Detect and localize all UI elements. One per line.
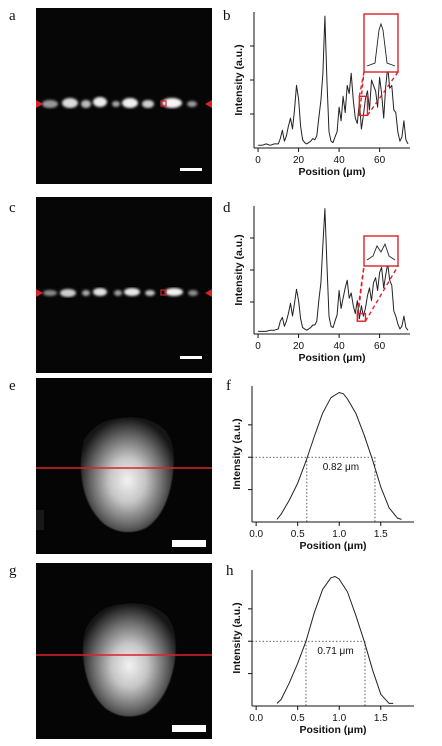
y-axis-label: Intensity (a.u.) bbox=[233, 44, 245, 115]
scale-bar bbox=[172, 540, 206, 547]
fwhm-label: 0.82 μm bbox=[323, 462, 359, 473]
zoom-connector bbox=[358, 71, 365, 116]
series-line bbox=[276, 392, 402, 520]
panel-label-g: g bbox=[9, 563, 17, 579]
panel-label-b: b bbox=[223, 8, 231, 24]
plot-b: 0 20 40 60 Position (μm) Intensity (a.u.) bbox=[233, 12, 410, 178]
cell-row bbox=[42, 97, 197, 108]
panel-label-e: e bbox=[9, 378, 16, 394]
y-axis-label: Intensity (a.u.) bbox=[231, 602, 243, 673]
x-tick-label: 40 bbox=[334, 155, 346, 166]
panel-label-a: a bbox=[9, 8, 16, 24]
x-tick-label: 40 bbox=[334, 341, 346, 352]
scale-bar bbox=[180, 356, 202, 359]
marker-arrows bbox=[36, 100, 212, 108]
x-tick-label: 60 bbox=[374, 341, 386, 352]
image-panel-g bbox=[36, 563, 212, 739]
x-axis-label: Position (μm) bbox=[299, 540, 366, 552]
y-axis-label: Intensity (a.u.) bbox=[231, 418, 243, 489]
x-tick-label: 0.5 bbox=[291, 529, 305, 540]
x-axis-label: Position (μm) bbox=[299, 724, 366, 736]
cell-row bbox=[43, 288, 198, 297]
image-panel-c bbox=[36, 197, 212, 373]
x-axis-label: Position (μm) bbox=[298, 352, 365, 364]
scale-bar bbox=[172, 725, 206, 732]
plot-d: 0 20 40 60 Position (μm) Intensity (a.u.) bbox=[233, 206, 410, 364]
x-tick-label: 1.0 bbox=[332, 529, 346, 540]
x-tick-label: 1.5 bbox=[374, 529, 388, 540]
inset-curve bbox=[366, 22, 396, 67]
x-tick-label: 0.5 bbox=[291, 713, 305, 724]
x-tick-label: 60 bbox=[374, 155, 386, 166]
plot-f: 0.0 0.5 1.0 1.5 Position (μm) Intensity (a.u.… bbox=[231, 386, 414, 552]
y-axis-label: Intensity (a.u.) bbox=[233, 234, 245, 305]
x-tick-label: 20 bbox=[293, 155, 305, 166]
x-tick-label: 0 bbox=[255, 341, 261, 352]
zoom-connector bbox=[366, 71, 399, 116]
x-tick-label: 0.0 bbox=[249, 529, 263, 540]
series-line bbox=[258, 208, 409, 332]
plot-h: 0.0 0.5 1.0 1.5 Position (μm) Intensity (a.u.… bbox=[231, 570, 414, 736]
image-panel-e bbox=[36, 378, 212, 554]
series-line bbox=[258, 15, 409, 146]
zoom-box bbox=[358, 95, 369, 117]
panel-label-h: h bbox=[226, 563, 234, 579]
x-tick-label: 1.0 bbox=[332, 713, 346, 724]
x-tick-label: 0.0 bbox=[249, 713, 263, 724]
scale-bar bbox=[180, 168, 202, 171]
x-tick-label: 20 bbox=[293, 341, 305, 352]
fwhm-label: 0.71 μm bbox=[317, 646, 353, 657]
x-tick-label: 0 bbox=[255, 155, 261, 166]
panel-label-f: f bbox=[226, 378, 231, 394]
x-tick-label: 1.5 bbox=[374, 713, 388, 724]
series-line bbox=[276, 576, 394, 704]
image-panel-a bbox=[36, 8, 212, 184]
x-axis-label: Position (μm) bbox=[298, 166, 365, 178]
marker-arrows bbox=[36, 289, 212, 297]
zoom-connector bbox=[364, 265, 399, 322]
panel-label-c: c bbox=[9, 200, 16, 216]
inset-curve bbox=[366, 242, 396, 261]
zoom-connector bbox=[356, 265, 365, 322]
panel-label-d: d bbox=[223, 200, 231, 216]
